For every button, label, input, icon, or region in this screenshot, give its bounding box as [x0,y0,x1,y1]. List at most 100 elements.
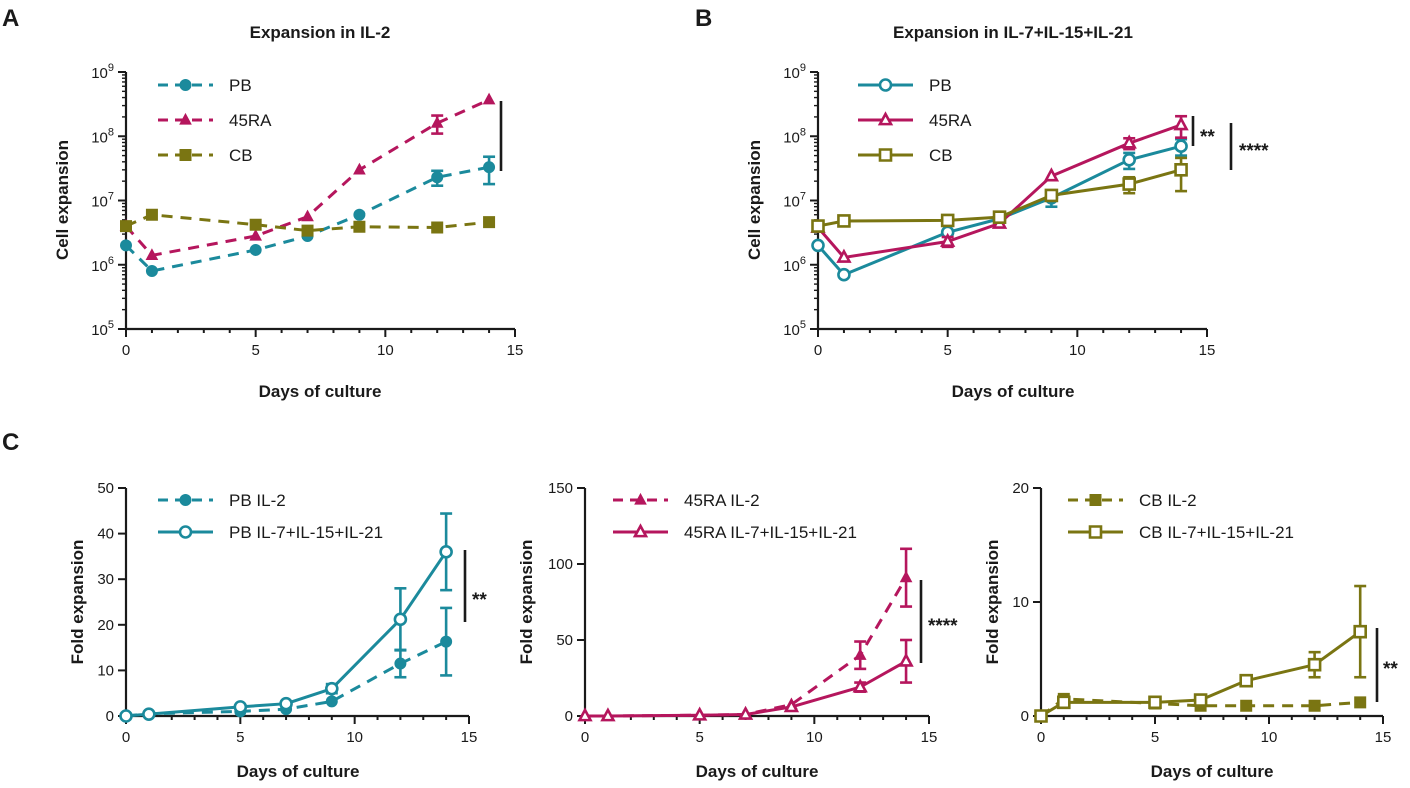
data-point [233,700,248,714]
data-point [353,220,366,233]
data-point [439,545,453,559]
data-point [120,239,132,252]
y-tick-label: 105 [91,319,114,339]
significance-label: ** [1383,659,1398,680]
x-tick-label: 5 [236,729,244,746]
y-tick-label: 108 [783,126,806,146]
legend-label: 45RA IL-7+IL-15+IL-21 [684,523,857,542]
data-point [279,696,293,711]
data-point [853,648,867,660]
y-tick-label: 0 [106,708,114,725]
data-point [1174,139,1188,154]
legend-marker [179,494,192,506]
data-point [431,171,444,184]
data-point [145,248,159,260]
legend-marker [179,112,192,125]
series-cb [811,156,1188,233]
legend-marker [877,111,894,126]
x-tick-label: 5 [1151,729,1159,746]
data-point [1239,673,1253,688]
significance-label: **** [928,616,958,637]
data-point [992,210,1007,224]
chart-title: Expansion in IL-2 [250,23,391,42]
chart-panel-c2: Days of culture Fold expansion 0 5 10 15050… [517,480,958,781]
data-point [1043,167,1060,182]
data-point [1308,699,1321,712]
x-tick-label: 15 [921,729,938,746]
legend-label: PB IL-7+IL-15+IL-21 [229,523,383,542]
data-point [142,707,156,721]
data-point [483,161,496,174]
y-tick-label: 20 [97,617,114,634]
legend-label: PB [929,76,952,95]
legend-marker [878,148,893,162]
series-45ra-il-7-il-15-il-21 [577,638,914,722]
x-axis-label: Days of culture [259,382,382,401]
data-point [249,228,263,241]
y-tick-label: 109 [91,62,114,82]
data-point [1173,116,1189,131]
y-tick-label: 106 [783,255,806,275]
x-tick-label: 0 [122,342,130,359]
data-point [393,612,408,627]
data-point [1354,696,1367,709]
data-point [483,216,496,229]
x-tick-label: 10 [1261,729,1278,746]
series-cb-il-7-il-15-il-21 [1034,584,1367,723]
y-tick-label: 50 [97,480,114,497]
y-axis-label: Cell expansion [53,140,72,260]
data-point [353,162,366,175]
data-point [1174,163,1188,177]
chart-panel-c3: Days of culture Fold expansion 0 5 10 15 0 10… [983,480,1398,781]
data-point [440,635,453,648]
x-axis-label: Days of culture [696,762,819,781]
data-point [325,695,338,708]
series-45ra-il-2 [578,547,913,721]
x-tick-label: 5 [695,729,703,746]
y-tick-label: 107 [783,191,806,211]
data-point [899,570,913,583]
data-point [837,267,851,282]
x-tick-label: 10 [1069,342,1086,359]
x-tick-label: 0 [122,729,130,746]
legend-label: CB [229,146,253,165]
x-tick-label: 15 [1375,729,1392,746]
significance-label: **** [1239,141,1269,162]
data-point [249,218,262,231]
legend-label: 45RA [929,111,972,130]
legend-label: 45RA IL-2 [684,491,760,510]
data-point [145,264,158,277]
x-tick-label: 5 [943,342,951,359]
legend-label: 45RA [229,111,272,130]
data-point [1057,695,1071,710]
data-point [1148,695,1162,710]
y-tick-label: 150 [548,480,573,497]
data-point [836,248,852,263]
series-cb [120,208,496,237]
data-point [811,238,825,253]
legend-marker [1088,525,1103,539]
panel-letter-c: C [2,429,19,456]
y-tick-label: 108 [91,126,114,146]
legend-label: CB IL-7+IL-15+IL-21 [1139,523,1294,542]
legend-marker [179,149,192,161]
legend-label: PB IL-2 [229,491,286,510]
y-tick-label: 10 [97,662,114,679]
data-point [600,707,616,722]
x-tick-label: 0 [1037,729,1045,746]
y-tick-label: 109 [783,62,806,82]
panel-letter-a: A [2,5,19,32]
legend-marker [1089,494,1102,506]
y-axis-label: Fold expansion [983,540,1002,665]
data-point [898,652,914,667]
chart-panel-a: Expansion in IL-2 Days of culture Cell e… [53,23,523,401]
x-tick-label: 15 [507,342,524,359]
x-tick-label: 10 [377,342,394,359]
series-pb-il-7-il-15-il-21 [119,512,453,723]
data-point [939,232,956,247]
x-tick-label: 15 [461,729,478,746]
data-point [145,208,158,221]
data-point [301,224,314,237]
y-axis-label: Fold expansion [68,540,87,665]
legend-marker [634,492,647,505]
